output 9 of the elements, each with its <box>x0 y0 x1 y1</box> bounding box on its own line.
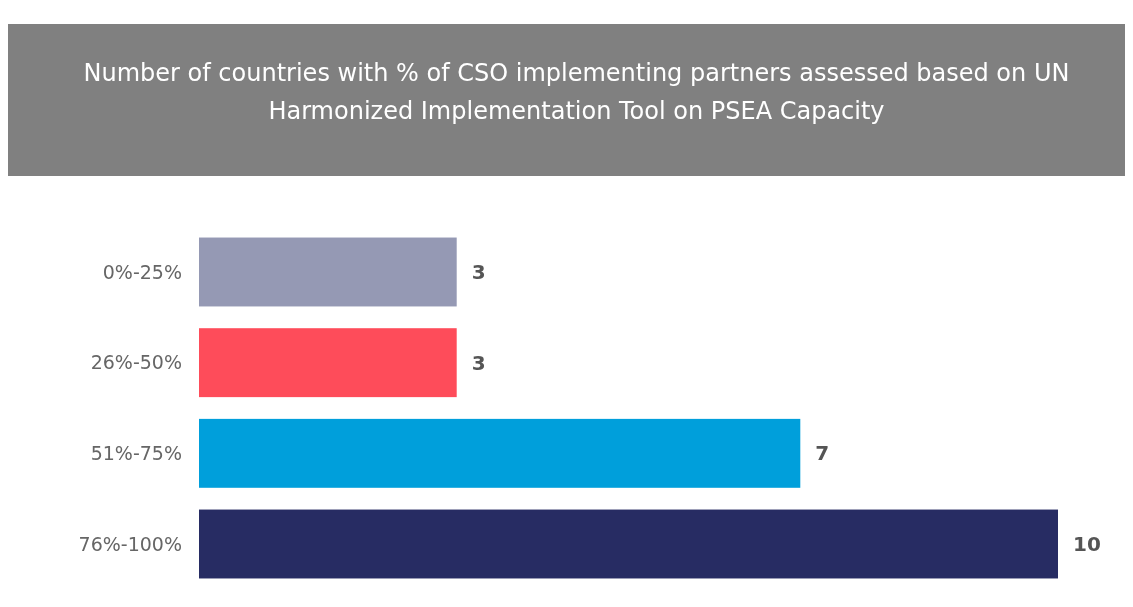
data-label: 3 <box>471 259 486 284</box>
data-label: 3 <box>471 350 486 375</box>
y-tick-label: 26%-50% <box>90 351 182 374</box>
y-tick-label: 76%-100% <box>78 532 182 555</box>
data-label: 10 <box>1073 532 1101 557</box>
y-tick-label: 0%-25% <box>102 260 182 283</box>
data-label: 7 <box>815 441 830 466</box>
y-tick-label: 51%-75% <box>90 441 182 464</box>
chart-title: Number of countries with % of CSO implementing partners assessed based on UN Harmonized Implementation Tool on PSEA Capacity <box>83 59 1070 125</box>
